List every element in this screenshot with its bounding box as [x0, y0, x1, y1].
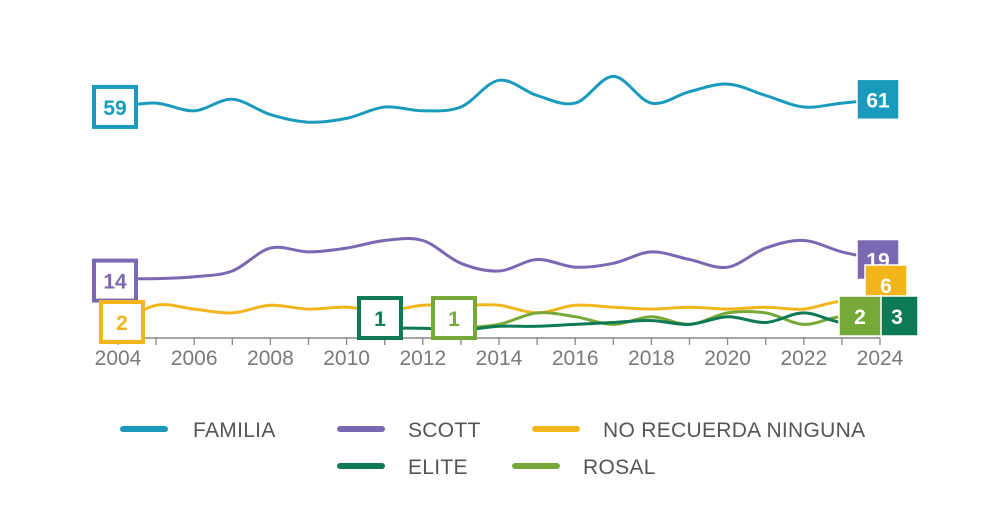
label-rosal-start-box	[431, 296, 477, 340]
legend-item-familia: FAMILIA	[120, 419, 276, 442]
series-line-scott	[116, 236, 882, 281]
label-no-recuerda-start-box	[99, 300, 145, 344]
series-line-no-recuerda-ninguna	[116, 300, 882, 326]
label-familia-end-box	[856, 78, 900, 121]
label-rosal-end: 2	[854, 306, 866, 329]
legend-label-familia: FAMILIA	[193, 419, 276, 442]
label-elite-end: 3	[891, 306, 903, 329]
label-no-recuerda-end: 6	[880, 275, 892, 298]
label-scott-start: 14	[103, 271, 127, 294]
legend-item-scott: SCOTT	[337, 419, 481, 442]
x-tick-label-2020: 2020	[704, 347, 751, 370]
x-tick-label-2018: 2018	[628, 347, 675, 370]
x-tick-label-2024: 2024	[857, 347, 904, 370]
series-line-familia	[116, 74, 882, 124]
x-tick-label-2006: 2006	[171, 347, 218, 370]
legend-item-rosal: ROSAL	[512, 456, 656, 479]
x-tick-label-2014: 2014	[476, 347, 523, 370]
label-rosal-start: 1	[448, 308, 460, 331]
legend-item-elite: ELITE	[337, 456, 468, 479]
label-elite-start-box	[357, 296, 403, 340]
series-layer	[116, 74, 882, 332]
legend-item-no-recuerda-ninguna: NO RECUERDA NINGUNA	[532, 419, 865, 442]
label-no-recuerda-start: 2	[116, 312, 128, 335]
series-line-rosal	[459, 309, 882, 330]
legend-label-elite: ELITE	[408, 456, 468, 479]
legend-label-no-recuerda-ninguna: NO RECUERDA NINGUNA	[603, 419, 865, 442]
legend-label-rosal: ROSAL	[583, 456, 656, 479]
legend: FAMILIA SCOTT NO RECUERDA NINGUNA ELITE ROSA…	[120, 419, 865, 479]
label-familia-end: 61	[866, 89, 890, 112]
x-tick-label-2022: 2022	[780, 347, 827, 370]
x-axis: 2004 2006 2008 2010 2012 2014 2016 2018 2020 2022…	[95, 337, 904, 370]
x-tick-label-2004: 2004	[95, 347, 142, 370]
label-rosal-end-box	[838, 295, 882, 337]
label-familia-start-box	[92, 84, 138, 129]
x-tick-label-2012: 2012	[399, 347, 446, 370]
x-tick-label-2010: 2010	[323, 347, 370, 370]
x-tick-label-2008: 2008	[247, 347, 294, 370]
label-elite-start: 1	[374, 308, 386, 331]
label-familia-start: 59	[103, 97, 126, 120]
legend-label-scott: SCOTT	[408, 419, 481, 442]
x-tick-label-2016: 2016	[552, 347, 599, 370]
